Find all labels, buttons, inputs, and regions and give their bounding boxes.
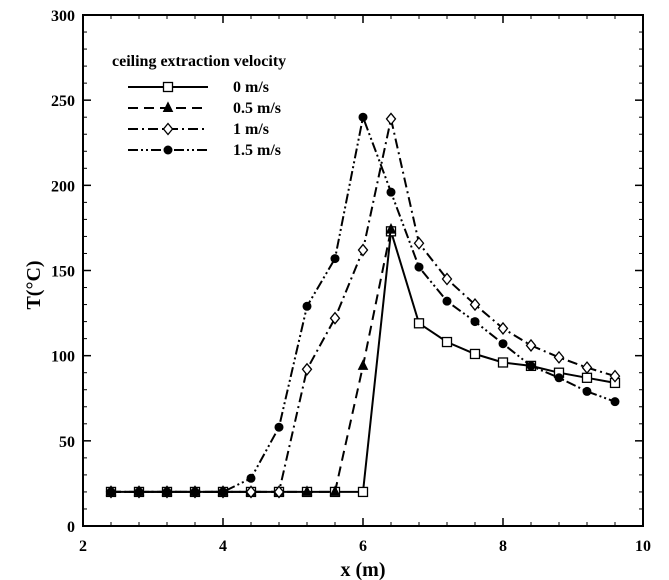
series-3-point-0 xyxy=(106,487,116,497)
series-3-point-5 xyxy=(246,473,256,483)
series-1-point-8 xyxy=(329,485,341,496)
series-3-point-3 xyxy=(190,487,200,497)
x-tick-label: 4 xyxy=(219,538,227,555)
legend-label-3: 1.5 m/s xyxy=(233,142,281,159)
series-2-point-6 xyxy=(273,485,285,499)
series-1-point-10 xyxy=(385,223,397,234)
y-tick-label: 50 xyxy=(59,434,75,451)
series-2-point-17 xyxy=(581,361,593,375)
y-axis-title: T(°C) xyxy=(23,260,45,309)
series-line-1 xyxy=(111,229,392,493)
series-1-point-7 xyxy=(301,485,313,496)
x-tick-label: 10 xyxy=(635,538,651,555)
series-line-3 xyxy=(111,113,616,493)
series-0-point-12 xyxy=(441,336,453,348)
series-2-point-12 xyxy=(441,272,453,286)
y-tick-label: 300 xyxy=(51,8,75,25)
series-2-point-16 xyxy=(553,350,565,364)
series-2-point-15 xyxy=(525,338,537,352)
x-axis-title: x (m) xyxy=(341,559,386,580)
series-2-point-9 xyxy=(357,243,369,257)
legend-marker-1 xyxy=(162,101,174,112)
series-3-point-4 xyxy=(218,487,228,497)
series-2-point-11 xyxy=(413,236,425,250)
legend-label-2: 1 m/s xyxy=(233,121,269,138)
series-2-point-10 xyxy=(385,112,397,126)
legend-label-1: 0.5 m/s xyxy=(233,100,281,117)
series-3-point-14 xyxy=(498,339,508,349)
series-3-point-18 xyxy=(610,397,620,407)
series-2-point-5 xyxy=(245,485,257,499)
series-1-point-9 xyxy=(357,359,369,370)
y-tick-label: 250 xyxy=(51,93,75,110)
series-0-point-9 xyxy=(357,486,369,498)
series-2-point-7 xyxy=(301,362,313,376)
series-line-2 xyxy=(111,118,616,493)
series-3-point-1 xyxy=(134,487,144,497)
series-3-point-13 xyxy=(470,317,480,327)
legend-marker-0 xyxy=(162,81,174,93)
series-3-point-2 xyxy=(162,487,172,497)
legend-marker-3 xyxy=(163,145,173,155)
series-0-point-17 xyxy=(581,372,593,383)
legend-label-0: 0 m/s xyxy=(233,79,269,96)
series-3-point-15 xyxy=(526,361,536,371)
series-3-point-17 xyxy=(582,386,592,396)
series-0-point-11 xyxy=(413,318,425,329)
series-2-point-18 xyxy=(609,369,621,383)
series-3-point-8 xyxy=(330,254,340,264)
x-tick-label: 8 xyxy=(499,538,507,555)
series-3-point-12 xyxy=(442,296,452,306)
plot-area xyxy=(105,112,621,499)
series-0-point-14 xyxy=(497,357,509,368)
series-0-point-13 xyxy=(469,348,481,360)
series-3-point-9 xyxy=(358,112,368,122)
x-tick-label: 6 xyxy=(359,538,367,555)
legend-title: ceiling extraction velocity xyxy=(112,53,286,70)
y-tick-label: 200 xyxy=(51,178,75,195)
series-3-point-16 xyxy=(554,373,564,383)
series-3-point-7 xyxy=(302,301,312,311)
series-3-point-6 xyxy=(274,422,284,432)
y-tick-label: 100 xyxy=(51,349,75,366)
series-2-point-14 xyxy=(497,321,509,335)
legend: ceiling extraction velocity 0 m/s 0.5 m/s… xyxy=(112,53,286,159)
series-3-point-11 xyxy=(414,262,424,272)
x-tick-label: 2 xyxy=(79,538,87,555)
series-2-point-8 xyxy=(329,311,341,325)
y-tick-label: 0 xyxy=(67,519,75,536)
legend-marker-2 xyxy=(162,122,174,136)
series-3-point-10 xyxy=(386,187,396,197)
y-tick-label: 150 xyxy=(51,264,75,281)
series-2-point-13 xyxy=(469,298,481,312)
